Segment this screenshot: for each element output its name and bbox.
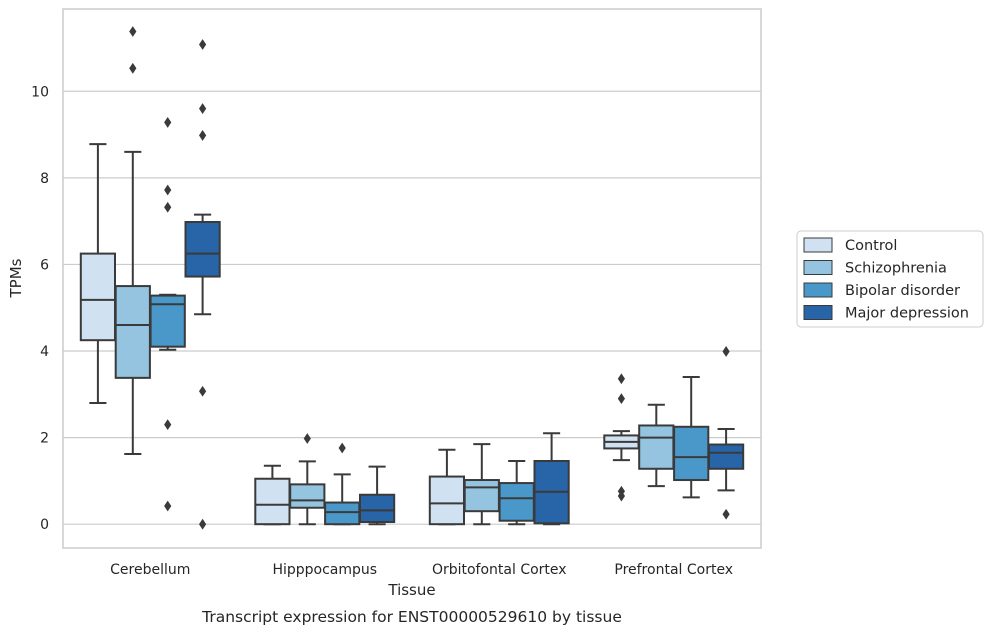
box-major-depression xyxy=(358,465,396,526)
y-tick-label: 6 xyxy=(40,257,49,273)
y-tick-label: 0 xyxy=(40,517,49,533)
y-gridlines xyxy=(63,90,761,525)
box-iqr xyxy=(498,482,535,522)
box-iqr xyxy=(184,221,221,278)
outlier-point xyxy=(129,26,137,37)
legend: Control Schizophrenia Bipolar disorder Majo… xyxy=(796,230,984,328)
outlier-point xyxy=(722,346,730,357)
outlier-point xyxy=(199,39,207,50)
box-bipolar-disorder xyxy=(149,117,186,512)
y-tick-label: 10 xyxy=(31,84,49,100)
box-groups xyxy=(79,26,745,530)
x-tick-label: Hipppocampus xyxy=(272,562,377,578)
outlier-point xyxy=(199,130,207,141)
box-schizophrenia xyxy=(463,443,500,526)
x-tick-label: Cerebellum xyxy=(110,562,190,578)
outlier-point xyxy=(338,442,346,454)
outlier-point xyxy=(617,393,625,405)
box-iqr xyxy=(114,285,151,379)
legend-label: Control xyxy=(845,238,897,254)
box-schizophrenia xyxy=(638,403,675,488)
box-major-depression xyxy=(184,39,221,530)
legend-label: Major depression xyxy=(845,306,969,322)
plot-frame xyxy=(62,8,762,549)
outlier-point xyxy=(199,385,207,397)
legend-swatch xyxy=(803,282,833,298)
outlier-point xyxy=(617,490,625,502)
outlier-point xyxy=(164,500,172,512)
legend-label: Bipolar disorder xyxy=(845,283,960,299)
outlier-point xyxy=(303,433,311,444)
outlier-point xyxy=(164,184,172,196)
box-iqr xyxy=(358,493,396,524)
legend-label: Schizophrenia xyxy=(845,261,947,277)
box-iqr xyxy=(289,483,326,509)
box-bipolar-disorder xyxy=(324,442,361,526)
outlier-point xyxy=(722,508,730,520)
y-axis-label: TPMs xyxy=(7,258,25,298)
outlier-point xyxy=(164,117,172,128)
box-iqr xyxy=(254,477,291,526)
y-tick-label: 4 xyxy=(40,344,49,360)
box-schizophrenia xyxy=(114,26,151,456)
outlier-point xyxy=(199,518,207,530)
box-iqr xyxy=(707,443,745,470)
box-iqr xyxy=(324,501,361,526)
y-tick-label: 2 xyxy=(40,431,49,447)
outlier-point xyxy=(617,373,625,385)
box-control xyxy=(79,143,117,404)
chart-caption: Transcript expression for ENST0000052961… xyxy=(201,608,622,626)
box-iqr xyxy=(638,424,675,470)
box-major-depression xyxy=(533,432,570,526)
x-tick-labels: Cerebellum Hipppocampus Orbitofontal Corte… xyxy=(110,562,733,578)
legend-swatch xyxy=(803,260,833,275)
x-tick-label: Prefrontal Cortex xyxy=(614,562,733,578)
box-iqr xyxy=(463,479,500,513)
legend-swatch xyxy=(803,237,833,253)
box-iqr xyxy=(79,252,117,342)
y-tick-label: 8 xyxy=(40,171,49,187)
legend-frame xyxy=(796,230,984,328)
outlier-point xyxy=(199,103,207,114)
outlier-point xyxy=(164,419,172,431)
outlier-point xyxy=(164,201,172,213)
x-tick-label: Orbitofontal Cortex xyxy=(432,562,567,578)
x-axis-label: Tissue xyxy=(387,581,435,599)
box-major-depression xyxy=(707,346,745,520)
outlier-point xyxy=(129,62,137,74)
box-control xyxy=(428,448,466,526)
box-iqr xyxy=(673,425,710,482)
box-iqr xyxy=(428,475,466,526)
y-tick-labels: 0 2 4 6 8 10 xyxy=(31,84,49,533)
box-schizophrenia xyxy=(289,433,326,526)
legend-swatch xyxy=(803,305,833,320)
